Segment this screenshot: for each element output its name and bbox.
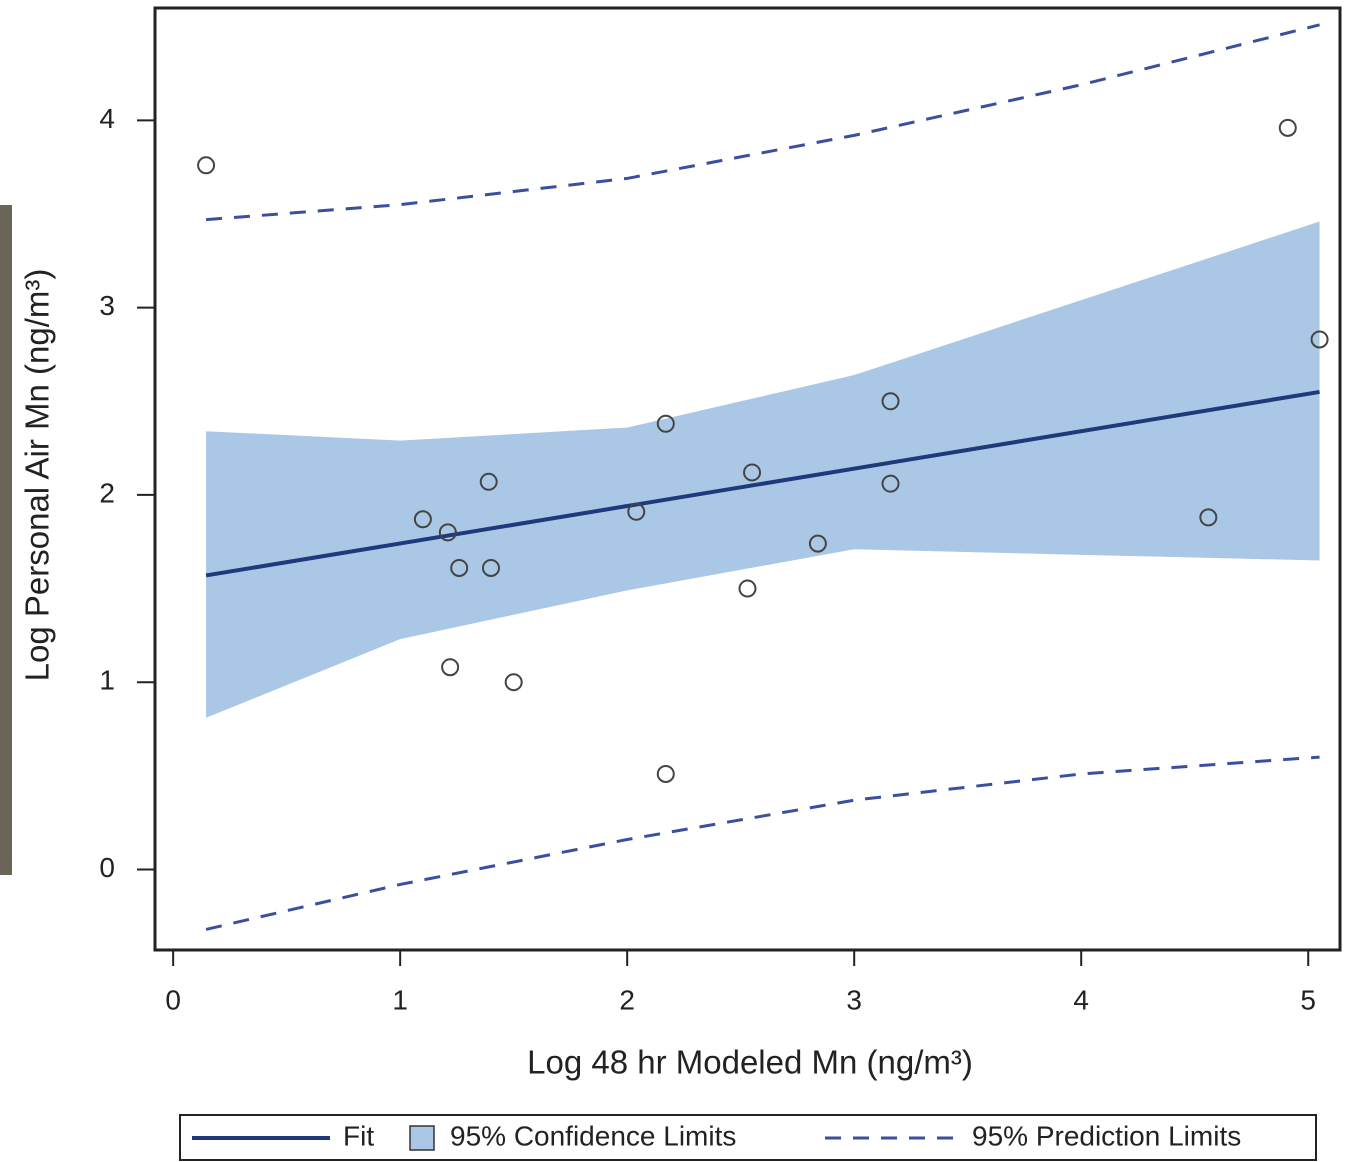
confidence-band [206, 221, 1320, 718]
legend-text: 95% Prediction Limits [972, 1120, 1241, 1151]
prediction-limit [205, 755, 1320, 931]
data-point [441, 658, 460, 677]
x-tick-label: 4 [1073, 984, 1089, 1015]
data-point [656, 414, 675, 433]
y-tick-label: 1 [99, 665, 115, 696]
plot-frame [153, 6, 1342, 952]
data-point [450, 558, 469, 577]
x-tick-label: 5 [1300, 984, 1316, 1015]
data-point [743, 463, 762, 482]
y-tick-label: 4 [99, 103, 115, 134]
data-point [438, 523, 457, 542]
data-point [808, 534, 827, 553]
y-axis-label: Log Personal Air Mn (ng/m³) [19, 269, 56, 682]
data-point [1278, 118, 1297, 137]
data-point [1199, 508, 1218, 527]
data-point [481, 558, 500, 577]
prediction-limit [205, 23, 1320, 222]
data-point [881, 392, 900, 411]
data-point [197, 156, 216, 175]
data-point [881, 474, 900, 493]
legend [179, 1114, 1317, 1161]
x-tick-label: 1 [392, 984, 408, 1015]
y-tick-label: 0 [99, 852, 115, 883]
x-tick-label: 3 [846, 984, 862, 1015]
data-point [656, 764, 675, 783]
x-axis-label: Log 48 hr Modeled Mn (ng/m³) [527, 1044, 973, 1081]
y-tick-label: 3 [99, 290, 115, 321]
data-point [627, 502, 646, 521]
fit-line [205, 389, 1320, 578]
data-point [738, 579, 757, 598]
x-tick-label: 2 [619, 984, 635, 1015]
legend-text: 95% Confidence Limits [450, 1120, 736, 1151]
data-point [479, 472, 498, 491]
legend-text: Fit [343, 1120, 374, 1151]
y-tick-label: 2 [99, 477, 115, 508]
photo-fragment [0, 205, 12, 875]
data-point [504, 673, 523, 692]
data-point [1310, 330, 1329, 349]
data-point [413, 510, 432, 529]
legend-confidence-swatch [409, 1125, 435, 1151]
x-tick-label: 0 [165, 984, 181, 1015]
